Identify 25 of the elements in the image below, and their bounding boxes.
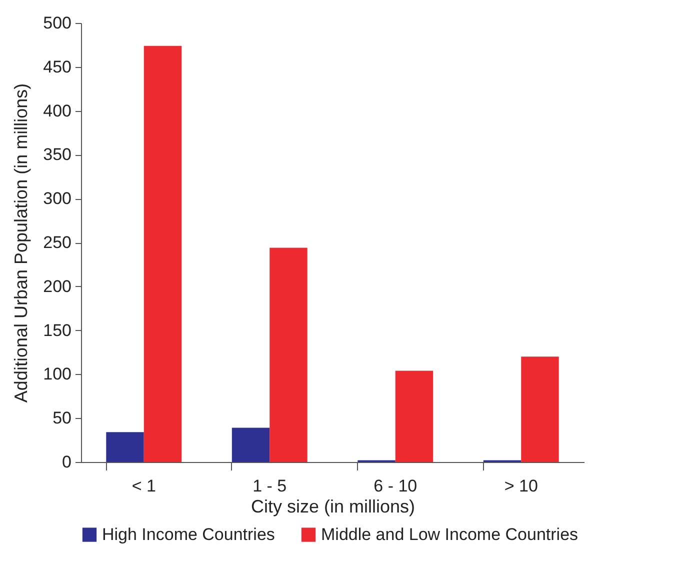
x-axis-title: City size (in millions) [250, 496, 416, 516]
y-tick-label: 150 [43, 320, 72, 340]
bar [521, 356, 559, 462]
y-axis-title: Additional Urban Population (in millions) [11, 83, 32, 403]
bar [270, 248, 308, 462]
bar [106, 432, 144, 462]
y-tick-label: 300 [43, 189, 72, 208]
x-tick-label: 6 - 10 [374, 476, 418, 496]
bar [395, 370, 434, 462]
y-tick-label: 100 [43, 364, 72, 384]
x-tick-label: > 10 [504, 476, 538, 496]
y-tick-label: 350 [43, 145, 72, 164]
y-tick-label: 0 [62, 452, 72, 472]
y-tick-label: 450 [43, 57, 72, 76]
legend-label: Middle and Low Income Countries [321, 524, 578, 544]
x-tick-label: 1 - 5 [252, 476, 287, 496]
x-tick-label: < 1 [132, 476, 156, 496]
y-tick-label: 400 [43, 101, 72, 120]
y-tick-label: 50 [52, 408, 72, 428]
y-tick-label: 500 [43, 14, 72, 32]
bar [232, 428, 270, 462]
bar [144, 46, 182, 462]
y-tick-label: 200 [43, 276, 72, 296]
y-tick-label: 250 [43, 233, 72, 252]
legend-label: High Income Countries [102, 524, 275, 544]
